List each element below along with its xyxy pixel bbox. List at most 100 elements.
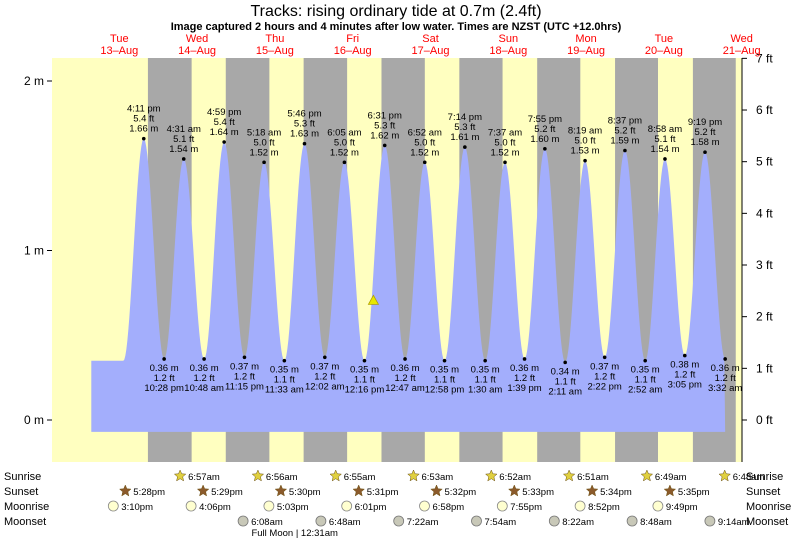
high-tide-height-ft: 5.3 ft (294, 119, 315, 130)
high-tide-height-ft: 5.3 ft (454, 122, 475, 133)
moonset-icon (237, 515, 249, 527)
low-tide-time: 10:28 pm (144, 383, 184, 394)
low-tide-dot (162, 357, 166, 361)
sunset-time: 5:35pm (678, 487, 710, 498)
low-tide-height-ft: 1.2 ft (715, 373, 736, 384)
high-tide-time: 9:19 pm (688, 117, 722, 128)
low-tide-height-m: 0.37 m (230, 361, 259, 372)
moonset-icon (548, 515, 560, 527)
y-left-tick-label: 0 m (24, 413, 44, 427)
low-tide-dot (362, 358, 367, 363)
moonset-time: 6:48am (329, 517, 361, 528)
y-right-tick-label: 0 ft (756, 413, 773, 427)
moonset-time: 8:22am (562, 517, 594, 528)
high-tide-height-m: 1.52 m (410, 147, 439, 158)
high-tide-time: 7:55 pm (528, 114, 562, 125)
sunset-icon (507, 484, 521, 497)
high-tide-time: 5:46 pm (287, 109, 321, 120)
day-label-date: 18–Aug (489, 45, 527, 57)
high-tide-height-m: 1.63 m (290, 129, 319, 140)
low-tide-dot (682, 353, 687, 358)
moonset-row-label: Moonset (4, 516, 46, 528)
low-tide-time: 2:22 pm (588, 381, 622, 392)
high-tide-time: 4:31 am (167, 124, 201, 135)
low-tide-height-ft: 1.1 ft (434, 375, 455, 386)
moonset-icon (626, 515, 638, 527)
y-left-tick-label: 2 m (24, 74, 44, 88)
high-tide-height-m: 1.52 m (330, 147, 359, 158)
day-label-date: 19–Aug (567, 45, 605, 57)
high-tide-time: 6:31 pm (368, 110, 402, 121)
low-tide-time: 11:33 am (265, 385, 304, 396)
sunset-row-label-right: Sunset (746, 486, 780, 498)
y-right-tick-label: 2 ft (756, 310, 773, 324)
day-label-dow: Mon (575, 33, 596, 45)
day-label-date: 20–Aug (645, 45, 683, 57)
high-tide-height-m: 1.64 m (210, 127, 239, 138)
high-tide-time: 8:37 pm (608, 115, 642, 126)
low-tide-dot (282, 358, 287, 363)
day-label-date: 17–Aug (412, 45, 450, 57)
sunrise-time: 6:52am (499, 472, 531, 483)
low-tide-dot (403, 357, 407, 361)
moonrise-time: 3:10pm (121, 502, 153, 513)
low-tide-height-m: 0.37 m (310, 361, 339, 372)
moonset-time: 9:14am (718, 517, 750, 528)
sunset-time: 5:29pm (211, 487, 243, 498)
low-tide-height-ft: 1.2 ft (154, 373, 175, 384)
sunset-time: 5:31pm (367, 487, 399, 498)
chart-subtitle: Image captured 2 hours and 4 minutes aft… (171, 21, 622, 33)
sunset-icon (663, 484, 677, 497)
high-tide-height-ft: 5.0 ft (574, 136, 595, 147)
y-left-tick-label: 1 m (24, 244, 44, 258)
high-tide-height-m: 1.58 m (690, 137, 719, 148)
y-right-tick-label: 4 ft (756, 206, 773, 220)
moonset-time: 7:54am (485, 517, 517, 528)
sunrise-time: 6:57am (188, 472, 220, 483)
high-tide-height-m: 1.53 m (571, 146, 600, 157)
high-tide-dot (422, 160, 427, 165)
day-label-dow: Tue (110, 33, 129, 45)
sunrise-icon (562, 469, 576, 482)
low-tide-height-m: 0.37 m (590, 361, 619, 372)
moonset-row-label-right: Moonset (746, 516, 788, 528)
low-tide-dot (442, 358, 447, 363)
low-tide-height-ft: 1.1 ft (274, 375, 295, 386)
moonset-icon (471, 515, 482, 527)
low-tide-time: 2:11 am (548, 386, 582, 397)
low-tide-height-ft: 1.2 ft (594, 371, 615, 382)
high-tide-time: 4:11 pm (127, 104, 161, 115)
moonrise-time: 6:58pm (433, 502, 465, 513)
low-tide-dot (483, 358, 487, 363)
high-tide-height-m: 1.54 m (169, 144, 198, 155)
moonset-icon (704, 515, 716, 527)
tide-area (91, 138, 726, 432)
high-tide-dot (342, 160, 347, 165)
high-tide-height-m: 1.61 m (450, 132, 479, 143)
low-tide-height-m: 0.36 m (711, 363, 740, 374)
high-tide-height-ft: 5.0 ft (494, 137, 515, 148)
moonrise-icon (496, 500, 508, 512)
low-tide-height-ft: 1.1 ft (555, 376, 576, 387)
sunrise-icon (173, 469, 187, 482)
day-labels: Tue13–AugWed14–AugThu15–AugFri16–AugSat1… (100, 33, 760, 57)
sunrise-time: 6:51am (577, 472, 609, 483)
low-tide-height-ft: 1.2 ft (314, 371, 335, 382)
y-right-tick-label: 3 ft (756, 258, 773, 272)
y-right-tick-label: 1 ft (756, 361, 773, 375)
high-tide-dot (262, 160, 266, 165)
sunrise-icon (718, 469, 732, 482)
moonrise-time: 9:49pm (666, 502, 698, 513)
high-tide-dot (543, 147, 547, 151)
sunset-time: 5:28pm (133, 487, 165, 498)
sunrise-time: 6:48am (733, 472, 765, 483)
low-tide-time: 1:30 am (468, 385, 502, 396)
moonrise-icon (574, 500, 586, 512)
sunrise-row-label-right: Sunrise (746, 471, 783, 483)
day-label-date: 13–Aug (100, 45, 138, 57)
high-tide-height-ft: 5.4 ft (133, 114, 154, 125)
high-tide-height-m: 1.59 m (610, 135, 639, 146)
high-tide-height-ft: 5.1 ft (173, 134, 194, 145)
moonrise-time: 5:03pm (277, 502, 309, 513)
